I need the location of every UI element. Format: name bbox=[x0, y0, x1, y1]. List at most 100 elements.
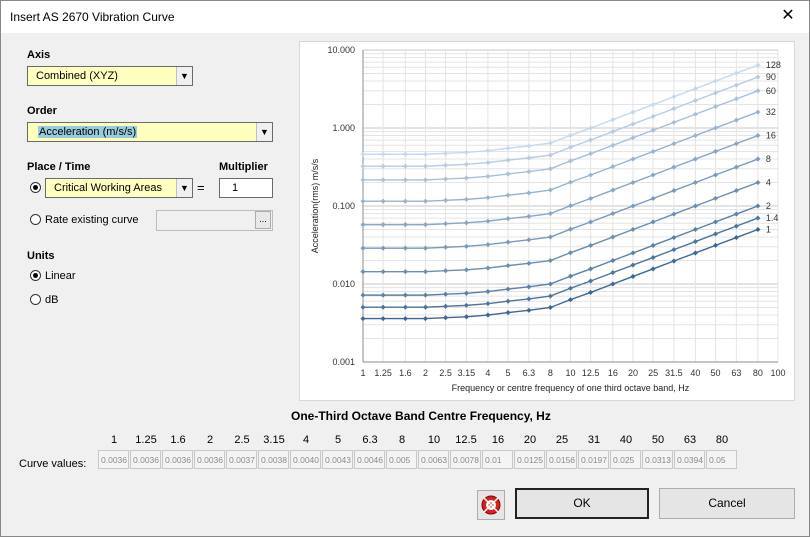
units-db-radio[interactable] bbox=[30, 294, 41, 305]
x-tick-label: 20 bbox=[628, 368, 638, 378]
curve-value-field[interactable]: 0.0040 bbox=[290, 450, 321, 469]
data-point bbox=[547, 293, 553, 299]
data-point bbox=[485, 173, 491, 179]
data-point bbox=[610, 234, 616, 240]
data-point bbox=[380, 304, 386, 310]
x-tick-label: 1.6 bbox=[399, 368, 412, 378]
curve-value-field[interactable]: 0.025 bbox=[610, 450, 641, 469]
help-button[interactable] bbox=[477, 490, 505, 520]
data-point bbox=[588, 137, 594, 143]
curve-value-field[interactable]: 0.0156 bbox=[546, 450, 577, 469]
data-point bbox=[712, 125, 719, 131]
series-line bbox=[363, 64, 759, 155]
curve-value-field[interactable]: 0.0197 bbox=[578, 450, 609, 469]
data-point bbox=[485, 195, 491, 201]
series-line bbox=[363, 158, 759, 249]
data-point bbox=[610, 117, 616, 123]
data-point bbox=[402, 151, 408, 157]
series-line bbox=[363, 205, 759, 296]
curve-value-field[interactable]: 0.0125 bbox=[514, 450, 545, 469]
curve-value-field[interactable]: 0.01 bbox=[482, 450, 513, 469]
data-point bbox=[485, 301, 491, 307]
data-point bbox=[505, 310, 511, 316]
data-point bbox=[630, 273, 636, 279]
data-point bbox=[630, 156, 636, 162]
data-point bbox=[422, 316, 429, 322]
data-point bbox=[671, 258, 677, 264]
data-point bbox=[547, 211, 553, 217]
curve-value-field[interactable]: 0.0063 bbox=[418, 450, 449, 469]
data-point bbox=[422, 304, 429, 310]
curve-value-field[interactable]: 0.05 bbox=[706, 450, 737, 469]
data-point bbox=[463, 243, 469, 249]
curve-value-field[interactable]: 0.005 bbox=[386, 450, 417, 469]
close-icon[interactable]: ✕ bbox=[781, 7, 795, 24]
chevron-down-icon[interactable]: ▼ bbox=[256, 123, 272, 141]
data-point bbox=[422, 163, 429, 169]
data-point bbox=[402, 292, 408, 298]
curve-value-field[interactable]: 0.0036 bbox=[162, 450, 193, 469]
order-select[interactable]: Acceleration (m/s/s) ▼ bbox=[27, 122, 273, 142]
curve-value-field[interactable]: 0.0046 bbox=[354, 450, 385, 469]
axis-select[interactable]: Combined (XYZ) ▼ bbox=[27, 66, 193, 86]
chevron-down-icon[interactable]: ▼ bbox=[176, 179, 192, 197]
chevron-down-icon[interactable]: ▼ bbox=[176, 67, 192, 85]
data-point bbox=[360, 316, 366, 322]
y-tick-label: 1.000 bbox=[332, 123, 355, 133]
rate-existing-radio[interactable] bbox=[30, 214, 41, 225]
x-axis-title: Frequency or centre frequency of one thi… bbox=[452, 383, 690, 393]
curve-value-field[interactable]: 0.0043 bbox=[322, 450, 353, 469]
data-point bbox=[505, 171, 511, 177]
curve-value-field[interactable]: 0.0038 bbox=[258, 450, 289, 469]
data-point bbox=[755, 215, 761, 221]
data-point bbox=[755, 179, 761, 186]
curve-value-field[interactable]: 0.0078 bbox=[450, 450, 481, 469]
browse-button[interactable]: ... bbox=[255, 211, 271, 229]
place-time-radio[interactable] bbox=[30, 182, 41, 193]
data-point bbox=[588, 195, 594, 202]
units-linear-radio[interactable] bbox=[30, 270, 41, 281]
data-point bbox=[567, 132, 574, 138]
data-point bbox=[650, 254, 656, 261]
ok-button[interactable]: OK bbox=[515, 488, 649, 519]
band-frequency-label: 5 bbox=[334, 434, 342, 446]
data-point bbox=[526, 284, 532, 290]
place-time-label: Place / Time bbox=[27, 161, 91, 173]
curve-value-field[interactable]: 0.0036 bbox=[98, 450, 129, 469]
data-point bbox=[443, 268, 449, 274]
data-point bbox=[733, 117, 739, 123]
cancel-button[interactable]: Cancel bbox=[659, 488, 795, 519]
data-point bbox=[733, 82, 739, 88]
data-point bbox=[712, 78, 719, 84]
rate-existing-field[interactable]: ... bbox=[156, 210, 273, 231]
chart-panel: 0.001 0.010 0.100 1.000 10.000 1 1.25 1.6 2 2.5 3.… bbox=[299, 41, 795, 401]
multiplier-input[interactable]: 1 bbox=[219, 178, 273, 198]
data-point bbox=[610, 281, 616, 287]
curve-value-field[interactable]: 0.0036 bbox=[194, 450, 225, 469]
band-frequency-label: 12.5 bbox=[455, 434, 477, 446]
data-point bbox=[630, 226, 636, 233]
curve-value-field[interactable]: 0.0036 bbox=[130, 450, 161, 469]
rate-existing-label: Rate existing curve bbox=[45, 214, 139, 226]
band-section-title: One-Third Octave Band Centre Frequency, … bbox=[291, 409, 551, 423]
data-point bbox=[380, 151, 386, 157]
x-tick-label: 3.15 bbox=[458, 368, 476, 378]
data-point bbox=[692, 250, 698, 256]
curve-value-field[interactable]: 0.0394 bbox=[674, 450, 705, 469]
data-point bbox=[588, 172, 594, 178]
data-point bbox=[463, 161, 469, 167]
y-tick-label: 0.100 bbox=[332, 201, 355, 211]
data-point bbox=[443, 244, 449, 250]
data-point bbox=[755, 88, 761, 94]
curve-value-field[interactable]: 0.0313 bbox=[642, 450, 673, 469]
y-tick-label: 0.010 bbox=[332, 279, 355, 289]
data-point bbox=[485, 148, 491, 154]
data-point bbox=[650, 195, 656, 202]
data-point bbox=[610, 142, 616, 148]
curve-value-field[interactable]: 0.0037 bbox=[226, 450, 257, 469]
data-point bbox=[567, 297, 574, 303]
place-time-select[interactable]: Critical Working Areas ▼ bbox=[45, 178, 193, 198]
data-point bbox=[380, 177, 386, 183]
data-point bbox=[360, 269, 366, 275]
data-point bbox=[360, 163, 366, 169]
